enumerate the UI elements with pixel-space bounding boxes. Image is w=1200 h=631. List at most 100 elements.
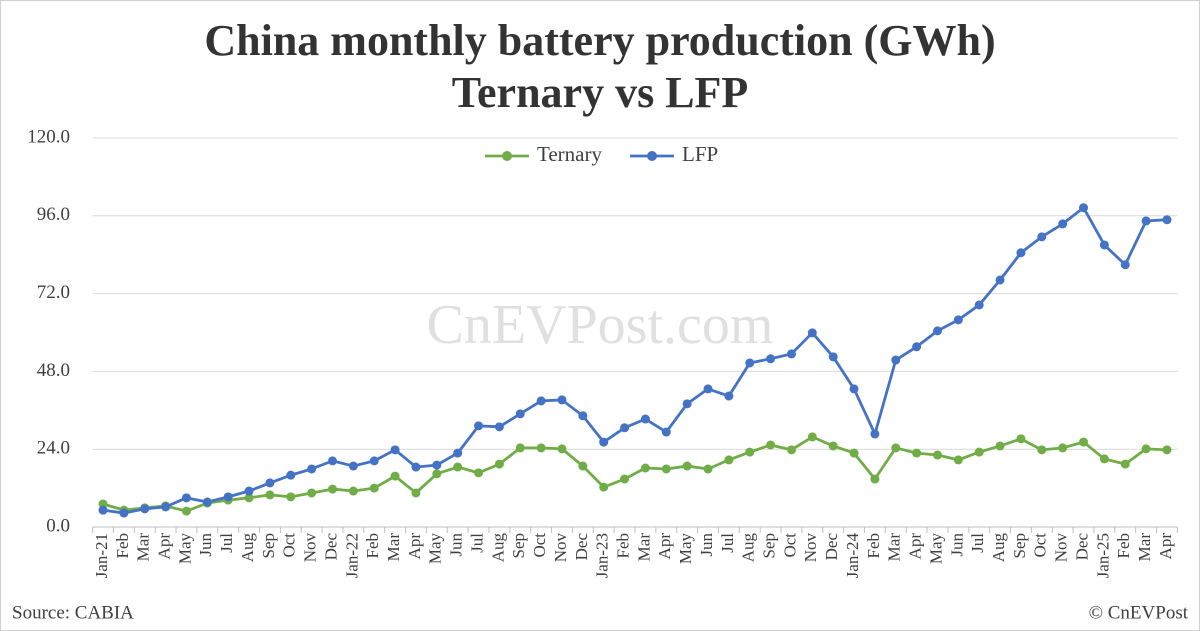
x-tick-label: Oct [280,533,299,558]
point [369,456,379,466]
point [891,355,901,365]
x-tick-label: Oct [530,533,549,558]
point [307,464,317,474]
point [328,456,338,466]
x-tick-label: Dec [572,533,591,561]
x-tick-label: Sep [509,533,528,559]
point [557,444,567,454]
x-tick-label: Feb [613,533,632,559]
point [807,328,817,338]
point [786,445,796,455]
point [995,441,1005,451]
point [1099,240,1109,250]
point [974,447,984,457]
point [1079,203,1089,213]
point [390,445,400,455]
point [953,455,963,465]
chart-subtitle: Ternary vs LFP [452,68,749,117]
x-tick-label: Dec [321,533,340,561]
point [786,349,796,359]
point [807,432,817,442]
point [244,493,254,503]
point [661,464,671,474]
x-tick-label: Oct [780,533,799,558]
point [745,358,755,368]
y-tick-label: 48.0 [37,360,70,381]
point [912,448,922,458]
series-line [102,206,1168,515]
point [453,462,463,472]
point [766,354,776,364]
point [870,474,880,484]
x-tick-label: Feb [864,533,883,559]
x-tick-label: Feb [113,533,132,559]
point [1058,443,1068,453]
point [1099,454,1109,464]
source: Source: CABIA [12,602,134,623]
x-tick-label: Jul [718,533,737,553]
point [202,497,212,507]
x-tick-label: Jun [697,533,716,557]
point [140,504,150,514]
point [870,429,880,439]
x-tick-label: Mar [1135,533,1154,562]
x-tick-label: Jun [196,533,215,557]
point [578,411,588,421]
point [453,448,463,458]
x-tick-label: Jul [467,533,486,553]
point [849,448,859,458]
x-tick-label: Apr [1156,533,1175,560]
point [599,437,609,447]
point [1141,216,1151,226]
x-tick-label: Jun [447,533,466,557]
x-tick-label: Feb [1114,533,1133,559]
y-tick-label: 120.0 [27,126,70,147]
x-tick-label: Aug [989,533,1008,563]
point [265,490,275,500]
point [974,300,984,310]
point [682,399,692,409]
point [703,384,713,394]
x-tick-label: Apr [655,533,674,560]
x-tick-label: Jan-25 [1093,533,1112,578]
series-line [102,435,1168,513]
x-tick-label: Jul [217,533,236,553]
point [265,478,275,488]
point [536,443,546,453]
point [620,423,630,433]
point [578,461,588,471]
point [411,462,421,472]
point [432,469,442,479]
x-tick-label: Sep [760,533,779,559]
point [1058,219,1068,229]
x-tick-label: May [426,533,445,565]
point [828,441,838,451]
y-tick-label: 24.0 [37,438,70,459]
credit: © CnEVPost [1089,602,1189,623]
point [891,443,901,453]
x-tick-label: Apr [906,533,925,560]
point [640,414,650,424]
point [724,455,734,465]
point [932,450,942,460]
point [703,464,713,474]
x-tick-label: Mar [634,533,653,562]
point [932,326,942,336]
x-tick-label: Sep [259,533,278,559]
x-tick-label: Apr [155,533,174,560]
x-tick-label: May [676,533,695,565]
point [161,502,171,512]
point [328,484,338,494]
watermark: CnEVPost.com [427,294,774,356]
point [390,471,400,481]
point [1079,437,1089,447]
x-tick-label: Jun [947,533,966,557]
point [515,443,525,453]
point [432,460,442,470]
legend-label: Ternary [537,142,602,166]
x-tick-label: Feb [363,533,382,559]
point [286,470,296,480]
x-tick-label: May [926,533,945,565]
x-tick-label: Apr [405,533,424,560]
